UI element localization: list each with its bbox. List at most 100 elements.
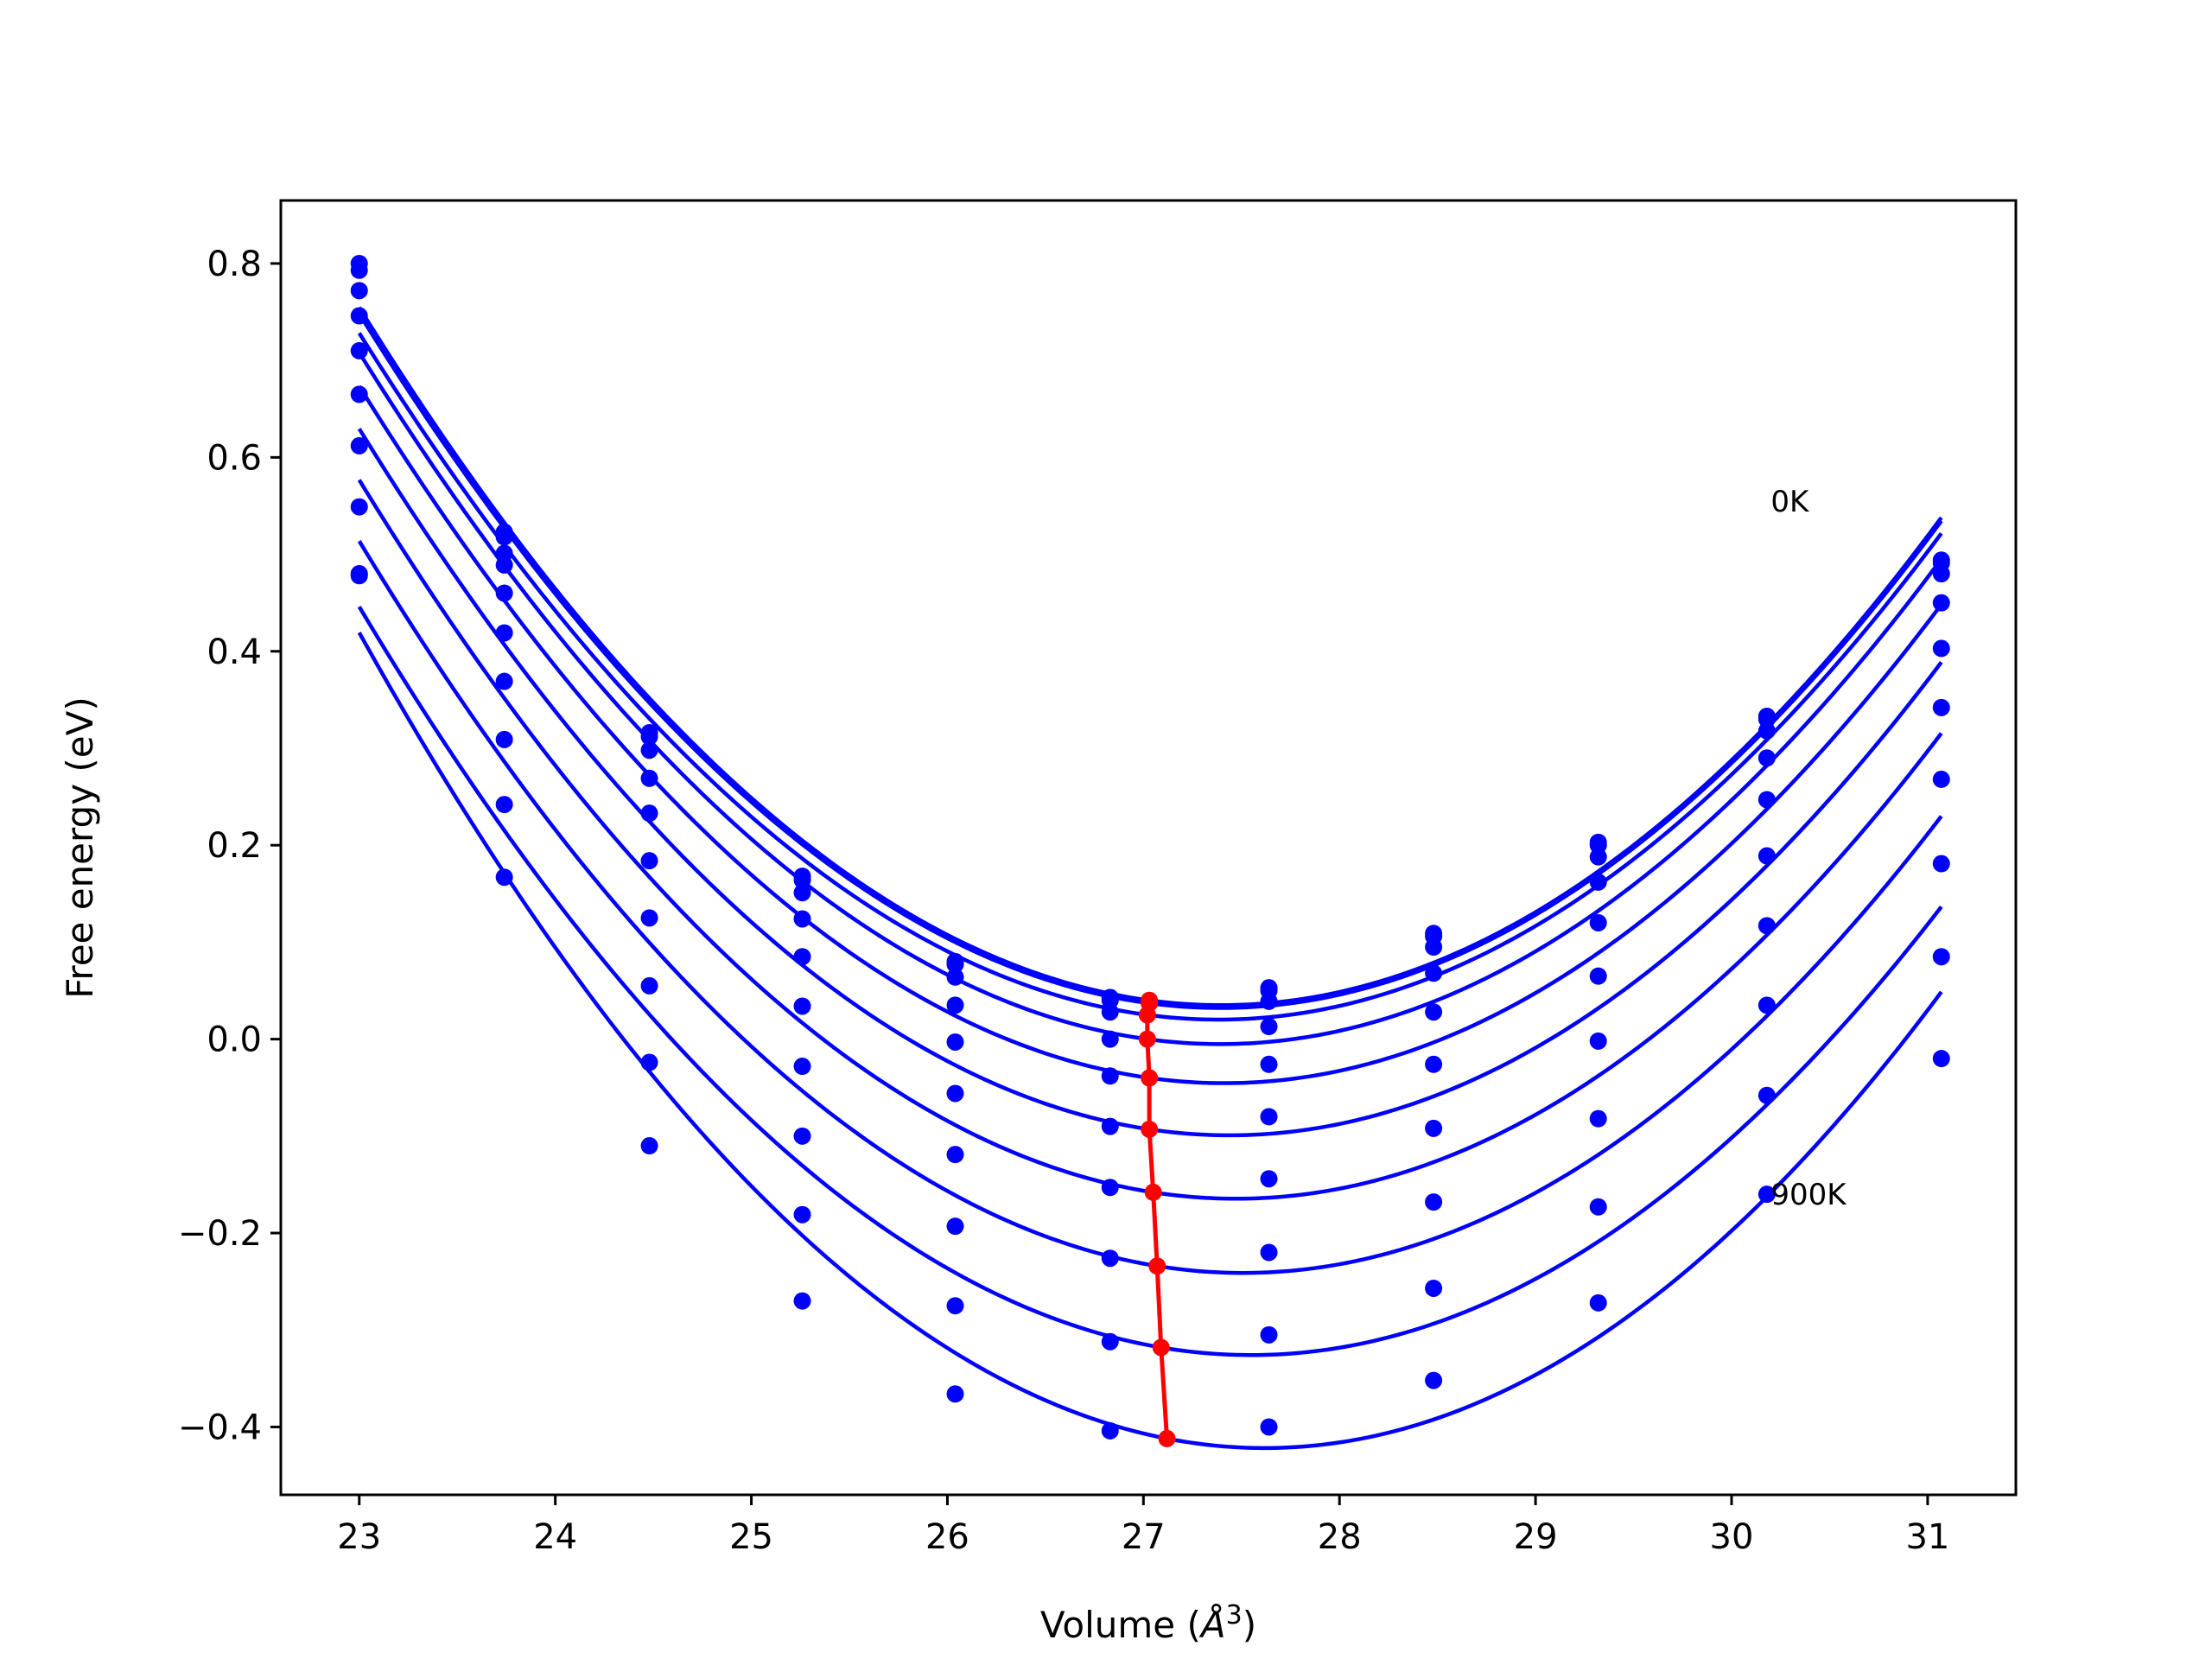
data-point: [1589, 848, 1607, 866]
x-tick-label: 25: [729, 1517, 773, 1557]
series-900K: [350, 565, 1950, 1451]
data-point: [1425, 1119, 1443, 1137]
minimum-point: [1152, 1338, 1170, 1357]
data-point: [1932, 594, 1950, 612]
data-point: [1101, 1030, 1119, 1048]
data-point: [1932, 565, 1950, 583]
data-point: [793, 884, 811, 902]
data-point: [640, 1137, 658, 1155]
data-point: [793, 1205, 811, 1224]
series-800K: [350, 567, 1950, 1357]
data-point: [1758, 917, 1776, 935]
y-axis-label: Free energy (eV): [59, 696, 101, 999]
data-point: [640, 728, 658, 746]
x-tick-label: 31: [1905, 1517, 1949, 1557]
data-point: [640, 852, 658, 870]
data-point: [1758, 847, 1776, 865]
data-point: [495, 624, 513, 642]
data-point: [946, 996, 964, 1014]
data-point: [946, 1217, 964, 1236]
x-axis-label: Volume (Å3): [1040, 1600, 1256, 1646]
data-point: [946, 1084, 964, 1103]
data-point: [1425, 1193, 1443, 1211]
data-point: [1758, 721, 1776, 740]
minimum-trace: [1138, 991, 1176, 1447]
minimum-point: [1138, 1030, 1156, 1048]
data-point: [1260, 1055, 1278, 1073]
data-point: [1589, 873, 1607, 891]
x-tick-label: 23: [337, 1517, 381, 1557]
data-point: [1425, 1055, 1443, 1073]
y-axis: −0.4 −0.2 0.0 0.2 0.4 0.6 0.8: [178, 245, 281, 1447]
y-tick-label: 0.8: [207, 245, 262, 284]
data-point: [1101, 1003, 1119, 1021]
data-point: [350, 341, 368, 359]
y-tick-label: −0.2: [178, 1214, 262, 1254]
data-point: [1589, 913, 1607, 931]
minimum-point: [1158, 1429, 1176, 1447]
data-point: [1101, 1067, 1119, 1085]
data-point: [1589, 1032, 1607, 1050]
x-axis: 23 24 25 26 27 28 29 30 31: [337, 1495, 1949, 1557]
y-tick-label: 0.2: [207, 826, 262, 866]
x-tick-label: 30: [1710, 1517, 1754, 1557]
data-point: [1425, 1279, 1443, 1297]
data-point: [1758, 1185, 1776, 1204]
fit-curve-800K: [357, 606, 1943, 1357]
data-point: [793, 997, 811, 1015]
data-point: [640, 909, 658, 927]
annotation-0k: 0K: [1770, 485, 1810, 519]
data-point: [946, 1297, 964, 1315]
data-point: [1101, 1117, 1119, 1135]
data-point: [1932, 698, 1950, 716]
minimum-point: [1141, 1069, 1159, 1087]
plot-content: [350, 254, 1950, 1451]
data-point: [1260, 1170, 1278, 1188]
data-point: [350, 385, 368, 404]
data-point: [1758, 791, 1776, 809]
data-point: [350, 498, 368, 516]
data-point: [1260, 1418, 1278, 1436]
data-point: [640, 976, 658, 995]
data-point: [495, 730, 513, 748]
data-point: [350, 565, 368, 583]
data-point: [1932, 639, 1950, 658]
data-point: [1932, 770, 1950, 788]
data-point: [793, 1127, 811, 1145]
data-point: [495, 556, 513, 574]
data-point: [350, 282, 368, 300]
data-point: [495, 796, 513, 814]
x-tick-label: 26: [925, 1517, 969, 1557]
data-point: [1260, 1243, 1278, 1262]
data-point: [1589, 967, 1607, 985]
data-point: [1589, 1198, 1607, 1216]
data-point: [1425, 964, 1443, 982]
data-point: [1758, 996, 1776, 1014]
data-point: [1101, 1249, 1119, 1268]
minimum-point: [1144, 1183, 1162, 1201]
data-point: [1932, 948, 1950, 966]
data-point: [350, 307, 368, 325]
data-point: [1260, 1108, 1278, 1126]
y-tick-label: 0.0: [207, 1020, 262, 1060]
data-point: [495, 868, 513, 887]
data-point: [1260, 1325, 1278, 1344]
data-point: [946, 1146, 964, 1164]
data-point: [1101, 1421, 1119, 1440]
data-point: [495, 584, 513, 602]
plot-frame: [279, 199, 2018, 1497]
data-point: [495, 672, 513, 690]
data-point: [350, 436, 368, 454]
data-point: [1589, 1109, 1607, 1128]
minimum-point: [1138, 1006, 1156, 1024]
x-tick-label: 28: [1318, 1517, 1362, 1557]
data-point: [1932, 1050, 1950, 1068]
data-point: [946, 1033, 964, 1051]
minimum-point: [1141, 1120, 1159, 1138]
data-point: [793, 1292, 811, 1310]
data-point: [1260, 992, 1278, 1010]
data-point: [1101, 1332, 1119, 1351]
data-point: [1425, 938, 1443, 957]
